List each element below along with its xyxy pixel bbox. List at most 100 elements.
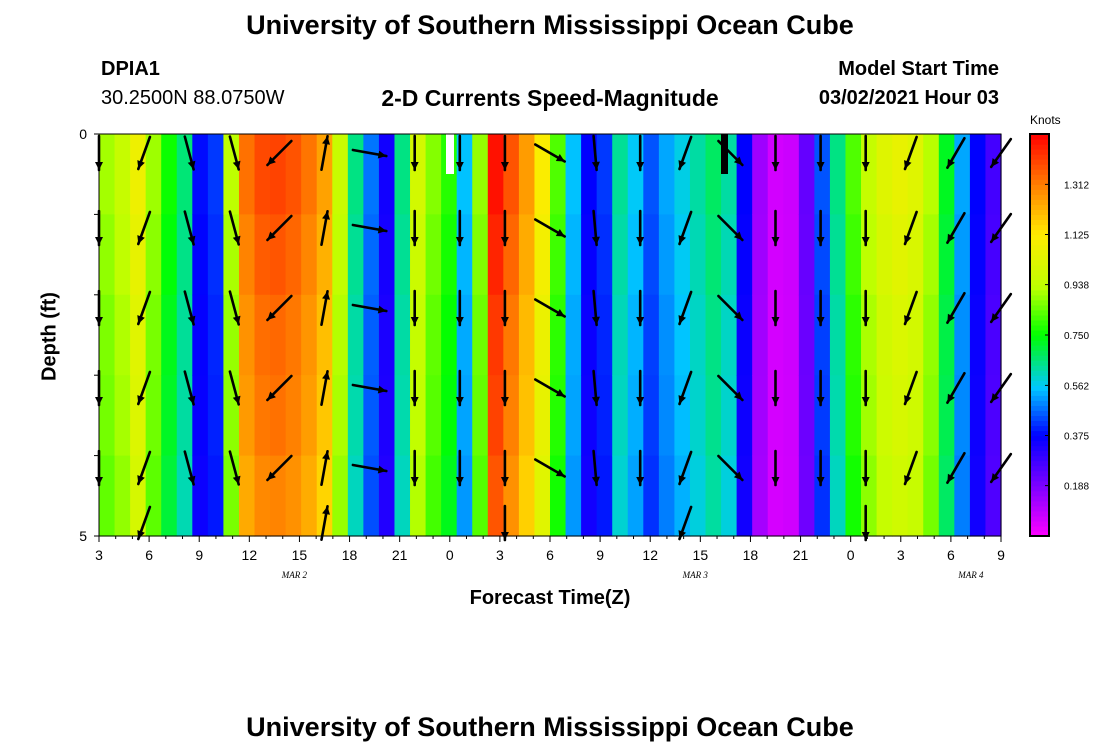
current-arrow — [678, 505, 693, 541]
colorbar-segment — [1030, 269, 1049, 276]
heatmap-cell — [534, 214, 551, 296]
heatmap-cell — [923, 455, 940, 537]
colorbar-segment — [1030, 485, 1049, 492]
current-arrow-head — [947, 473, 955, 483]
heatmap-cell — [876, 455, 893, 537]
heatmap-cell — [689, 375, 707, 457]
current-arrow — [717, 294, 744, 322]
colorbar-segment — [1030, 455, 1049, 462]
page-title: University of Southern Mississippi Ocean… — [246, 10, 854, 40]
current-arrow — [636, 289, 645, 327]
current-arrow-head — [187, 315, 196, 325]
heatmap-cell — [410, 134, 427, 215]
heatmap-cell — [207, 214, 225, 296]
heatmap-cell — [316, 214, 333, 296]
colorbar-segment — [1030, 259, 1049, 266]
heatmap-cell — [876, 214, 893, 296]
current-arrow — [861, 289, 870, 327]
heatmap-cells — [99, 134, 1002, 537]
heatmap-cell — [441, 214, 458, 296]
current-arrow-head — [636, 237, 645, 245]
current-arrow — [591, 134, 600, 172]
heatmap-cell — [783, 214, 800, 296]
current-arrow — [903, 210, 918, 246]
heatmap-cell — [347, 134, 364, 215]
x-tick-label: 12 — [242, 547, 258, 563]
heatmap-cell — [238, 455, 256, 537]
colorbar-segment — [1030, 345, 1049, 351]
heatmap-cell — [829, 134, 847, 215]
current-arrow-head — [137, 315, 145, 324]
current-arrow — [410, 449, 419, 487]
heatmap-cell — [674, 375, 691, 457]
colorbar-segment — [1030, 355, 1049, 361]
heatmap-cell — [285, 214, 302, 296]
missing-cell — [446, 134, 454, 174]
heatmap-cell — [612, 375, 629, 457]
current-arrow — [500, 449, 509, 487]
current-arrow — [946, 371, 966, 405]
heatmap-cell — [798, 214, 815, 296]
current-arrow-head — [232, 395, 241, 405]
heatmap-cell — [907, 294, 924, 376]
heatmap-cell — [223, 214, 240, 296]
current-arrow — [861, 449, 870, 487]
current-arrow-head — [991, 393, 1000, 402]
heatmap-cell — [705, 455, 722, 537]
current-arrow-head — [322, 211, 330, 220]
heatmap-cell — [254, 294, 271, 376]
colorbar-segment — [1030, 435, 1049, 442]
heatmap-cell — [99, 455, 116, 537]
current-arrow — [183, 450, 196, 486]
heatmap-cell — [643, 294, 660, 376]
current-arrow-head — [636, 477, 645, 485]
heatmap-cell — [223, 375, 240, 457]
colorbar-segment — [1030, 510, 1049, 517]
current-arrow-head — [455, 317, 464, 325]
heatmap-cell — [176, 214, 193, 296]
heatmap-cell — [938, 134, 955, 215]
heatmap-cell — [783, 375, 800, 457]
current-arrow — [455, 289, 464, 327]
heatmap-cell — [254, 134, 271, 215]
current-arrow — [861, 369, 870, 407]
current-arrow — [861, 134, 870, 172]
colorbar-segment — [1030, 380, 1049, 386]
current-arrow — [455, 134, 464, 172]
x-tick-label: 3 — [496, 547, 504, 563]
heatmap-cell — [301, 375, 318, 457]
current-arrow — [410, 289, 419, 327]
heatmap-cell — [658, 134, 676, 215]
colorbar-segment — [1030, 525, 1049, 532]
heatmap-cell — [705, 214, 722, 296]
heatmap-cell — [487, 375, 504, 457]
current-arrow — [137, 370, 152, 406]
current-arrow — [636, 134, 645, 172]
colorbar-segment — [1030, 460, 1049, 467]
colorbar-segment — [1030, 420, 1049, 427]
colorbar-segment — [1030, 430, 1049, 437]
current-arrow-head — [816, 477, 825, 485]
heatmap-cell — [378, 455, 396, 537]
heatmap-cell — [674, 134, 691, 215]
colorbar-segment — [1030, 500, 1049, 507]
current-arrow — [228, 290, 241, 326]
current-arrow-head — [591, 236, 600, 245]
colorbar-segment — [1030, 340, 1049, 346]
colorbar-segment — [1030, 284, 1049, 291]
heatmap-cell — [861, 294, 878, 376]
heatmap-cell — [721, 375, 738, 457]
heatmap-cell — [503, 214, 520, 296]
heatmap-cell — [238, 134, 256, 215]
heatmap-cell — [161, 134, 178, 215]
heatmap-cell — [192, 134, 209, 215]
heatmap-cell — [503, 294, 520, 376]
current-arrow-head — [322, 371, 330, 380]
current-arrow — [320, 289, 330, 327]
colorbar-segment — [1030, 134, 1049, 140]
heatmap-cell — [301, 455, 318, 537]
current-arrow — [903, 290, 918, 326]
current-arrow — [410, 134, 419, 172]
heatmap-cell — [410, 455, 427, 537]
colorbar-segment — [1030, 159, 1049, 165]
